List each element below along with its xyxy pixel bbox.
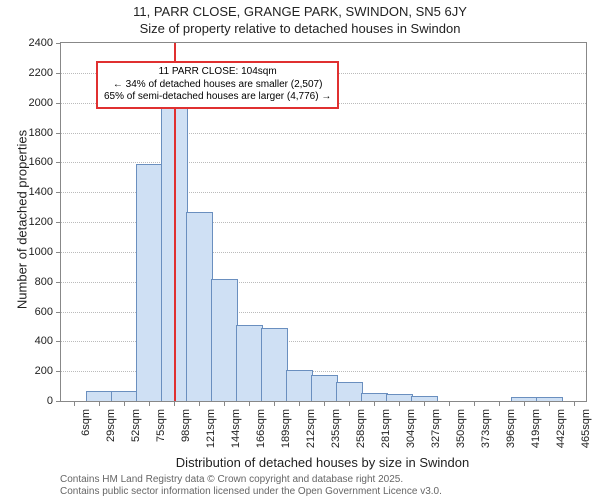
x-tick-label: 212sqm bbox=[305, 409, 317, 457]
y-tick-mark bbox=[56, 162, 61, 163]
x-tick-mark bbox=[224, 401, 225, 406]
x-tick-label: 52sqm bbox=[130, 409, 142, 457]
x-tick-label: 419sqm bbox=[530, 409, 542, 457]
annotation-line-3: 65% of semi-detached houses are larger (… bbox=[104, 91, 331, 104]
y-tick-label: 200 bbox=[23, 365, 53, 377]
y-tick-label: 400 bbox=[23, 335, 53, 347]
y-tick-label: 0 bbox=[23, 395, 53, 407]
y-tick-mark bbox=[56, 73, 61, 74]
x-tick-label: 98sqm bbox=[180, 409, 192, 457]
y-tick-mark bbox=[56, 192, 61, 193]
x-tick-mark bbox=[399, 401, 400, 406]
y-tick-mark bbox=[56, 103, 61, 104]
histogram-bar bbox=[111, 391, 138, 401]
histogram-bar bbox=[261, 328, 288, 401]
title-line-1: 11, PARR CLOSE, GRANGE PARK, SWINDON, SN… bbox=[0, 4, 600, 21]
histogram-bar bbox=[386, 394, 413, 401]
y-tick-label: 1200 bbox=[23, 216, 53, 228]
x-tick-mark bbox=[424, 401, 425, 406]
x-tick-label: 121sqm bbox=[205, 409, 217, 457]
annotation-line-2: ← 34% of detached houses are smaller (2,… bbox=[104, 79, 331, 92]
y-tick-mark bbox=[56, 222, 61, 223]
x-tick-label: 189sqm bbox=[280, 409, 292, 457]
grid-line bbox=[61, 133, 586, 134]
y-tick-label: 1000 bbox=[23, 246, 53, 258]
x-tick-mark bbox=[549, 401, 550, 406]
x-tick-label: 281sqm bbox=[380, 409, 392, 457]
y-tick-mark bbox=[56, 312, 61, 313]
histogram-bar bbox=[186, 212, 213, 401]
x-tick-mark bbox=[449, 401, 450, 406]
grid-line bbox=[61, 162, 586, 163]
x-tick-mark bbox=[99, 401, 100, 406]
y-tick-label: 1400 bbox=[23, 186, 53, 198]
histogram-bar bbox=[311, 375, 338, 401]
y-tick-label: 1600 bbox=[23, 156, 53, 168]
x-tick-mark bbox=[149, 401, 150, 406]
x-tick-mark bbox=[74, 401, 75, 406]
y-tick-mark bbox=[56, 341, 61, 342]
x-tick-label: 144sqm bbox=[230, 409, 242, 457]
x-tick-mark bbox=[249, 401, 250, 406]
y-tick-label: 2000 bbox=[23, 97, 53, 109]
x-tick-mark bbox=[124, 401, 125, 406]
histogram-bar bbox=[336, 382, 363, 401]
x-tick-mark bbox=[374, 401, 375, 406]
x-tick-label: 304sqm bbox=[405, 409, 417, 457]
histogram-bar bbox=[211, 279, 238, 401]
y-tick-label: 600 bbox=[23, 306, 53, 318]
x-tick-mark bbox=[474, 401, 475, 406]
x-tick-label: 29sqm bbox=[105, 409, 117, 457]
x-tick-mark bbox=[174, 401, 175, 406]
histogram-bar bbox=[511, 397, 538, 401]
x-tick-label: 350sqm bbox=[455, 409, 467, 457]
x-tick-mark bbox=[574, 401, 575, 406]
histogram-bar bbox=[236, 325, 263, 401]
x-tick-label: 327sqm bbox=[430, 409, 442, 457]
y-tick-mark bbox=[56, 371, 61, 372]
chart-container: 11, PARR CLOSE, GRANGE PARK, SWINDON, SN… bbox=[0, 0, 600, 500]
x-axis-label: Distribution of detached houses by size … bbox=[60, 455, 585, 470]
attribution-footer: Contains HM Land Registry data © Crown c… bbox=[60, 474, 442, 498]
y-tick-mark bbox=[56, 282, 61, 283]
annotation-box: 11 PARR CLOSE: 104sqm← 34% of detached h… bbox=[96, 61, 339, 109]
chart-titles: 11, PARR CLOSE, GRANGE PARK, SWINDON, SN… bbox=[0, 0, 600, 38]
title-line-2: Size of property relative to detached ho… bbox=[0, 21, 600, 38]
y-tick-label: 800 bbox=[23, 276, 53, 288]
x-tick-mark bbox=[299, 401, 300, 406]
footer-line-1: Contains HM Land Registry data © Crown c… bbox=[60, 474, 442, 486]
x-tick-label: 6sqm bbox=[80, 409, 92, 457]
x-tick-mark bbox=[199, 401, 200, 406]
histogram-bar bbox=[136, 164, 163, 401]
x-tick-mark bbox=[349, 401, 350, 406]
annotation-line-1: 11 PARR CLOSE: 104sqm bbox=[104, 66, 331, 79]
y-tick-label: 2200 bbox=[23, 67, 53, 79]
y-tick-mark bbox=[56, 43, 61, 44]
footer-line-2: Contains public sector information licen… bbox=[60, 486, 442, 498]
x-tick-mark bbox=[324, 401, 325, 406]
x-tick-label: 166sqm bbox=[255, 409, 267, 457]
x-tick-label: 258sqm bbox=[355, 409, 367, 457]
histogram-bar bbox=[361, 393, 388, 401]
x-tick-label: 442sqm bbox=[555, 409, 567, 457]
plot-area: 0200400600800100012001400160018002000220… bbox=[60, 42, 587, 402]
y-tick-label: 2400 bbox=[23, 37, 53, 49]
histogram-bar bbox=[536, 397, 563, 401]
y-tick-mark bbox=[56, 133, 61, 134]
x-tick-mark bbox=[524, 401, 525, 406]
x-tick-label: 465sqm bbox=[580, 409, 592, 457]
x-tick-mark bbox=[499, 401, 500, 406]
x-tick-label: 396sqm bbox=[505, 409, 517, 457]
x-tick-label: 75sqm bbox=[155, 409, 167, 457]
histogram-bar bbox=[411, 396, 438, 401]
x-tick-mark bbox=[274, 401, 275, 406]
histogram-bar bbox=[286, 370, 313, 401]
y-tick-label: 1800 bbox=[23, 127, 53, 139]
y-tick-mark bbox=[56, 252, 61, 253]
histogram-bar bbox=[86, 391, 113, 401]
x-tick-label: 235sqm bbox=[330, 409, 342, 457]
y-tick-mark bbox=[56, 401, 61, 402]
x-tick-label: 373sqm bbox=[480, 409, 492, 457]
